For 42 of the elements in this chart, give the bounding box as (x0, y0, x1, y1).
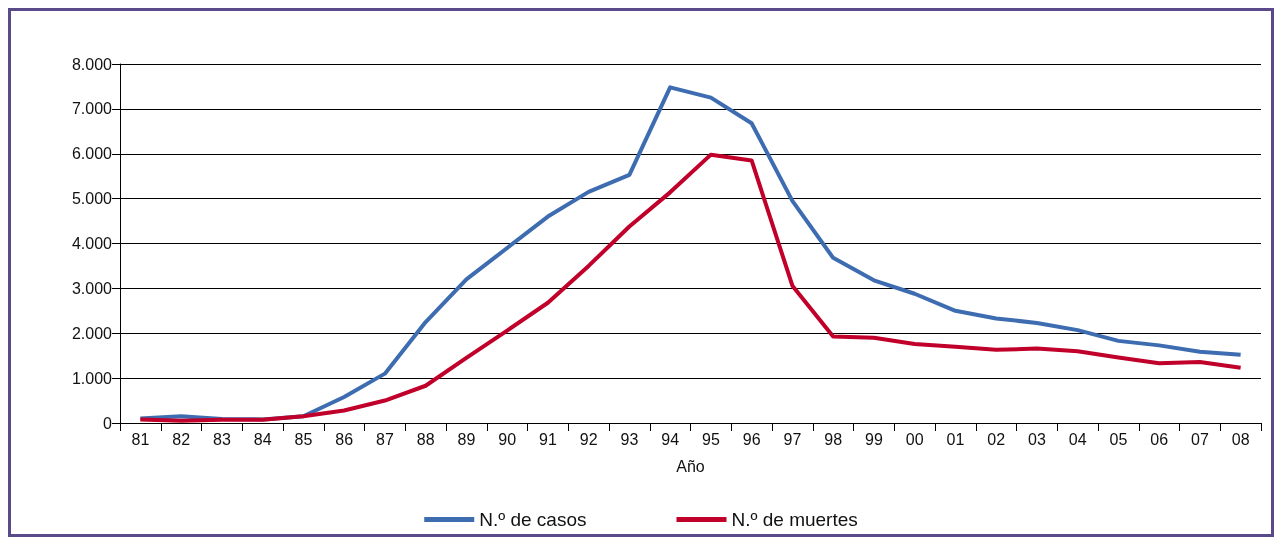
legend-label: N.º de muertes (731, 509, 858, 530)
x-tick-label: 81 (131, 430, 150, 448)
y-tick-label: 8.000 (71, 55, 113, 73)
line-series (138, 85, 1243, 422)
y-tick-label: 0 (103, 414, 113, 432)
y-tick-label: 1.000 (71, 369, 113, 387)
x-tick-label: 86 (335, 430, 354, 448)
x-axis-title: Año (676, 457, 705, 475)
legend-label: N.º de casos (479, 509, 587, 530)
x-tick-label: 06 (1150, 430, 1169, 448)
y-tick-label: 7.000 (71, 100, 113, 118)
x-tick-label: 85 (294, 430, 313, 448)
x-tick-label: 05 (1109, 430, 1128, 448)
x-tick-label: 91 (538, 430, 557, 448)
line-series (138, 152, 1243, 423)
x-tick-label: 97 (783, 430, 802, 448)
y-tick-label: 3.000 (71, 279, 113, 297)
x-tick-label: 88 (416, 430, 435, 448)
x-tick-label: 04 (1068, 430, 1087, 448)
x-tick-label: 03 (1027, 430, 1046, 448)
x-tick-label: 90 (498, 430, 517, 448)
x-tick-label: 94 (661, 430, 680, 448)
x-tick-label: 07 (1190, 430, 1209, 448)
y-tick-label: 2.000 (71, 324, 113, 342)
x-tick-label: 89 (457, 430, 476, 448)
x-tick-label: 82 (172, 430, 191, 448)
x-tick-label: 87 (375, 430, 394, 448)
x-tick-label: 08 (1231, 430, 1250, 448)
x-tick-label: 99 (864, 430, 883, 448)
x-tick-label: 96 (742, 430, 761, 448)
y-tick-label: 4.000 (71, 235, 113, 252)
x-tick-label: 02 (987, 430, 1006, 448)
y-tick-label: 5.000 (71, 190, 113, 208)
x-tick-label: 92 (579, 430, 598, 448)
x-tick-label: 95 (701, 430, 720, 448)
x-tick-label: 00 (905, 430, 924, 448)
x-tick-label: 01 (946, 430, 965, 448)
x-tick-label: 98 (824, 430, 843, 448)
y-tick-label: 6.000 (71, 145, 113, 163)
x-tick-label: 93 (620, 430, 639, 448)
x-tick-label: 83 (212, 430, 231, 448)
x-tick-label: 84 (253, 430, 272, 448)
